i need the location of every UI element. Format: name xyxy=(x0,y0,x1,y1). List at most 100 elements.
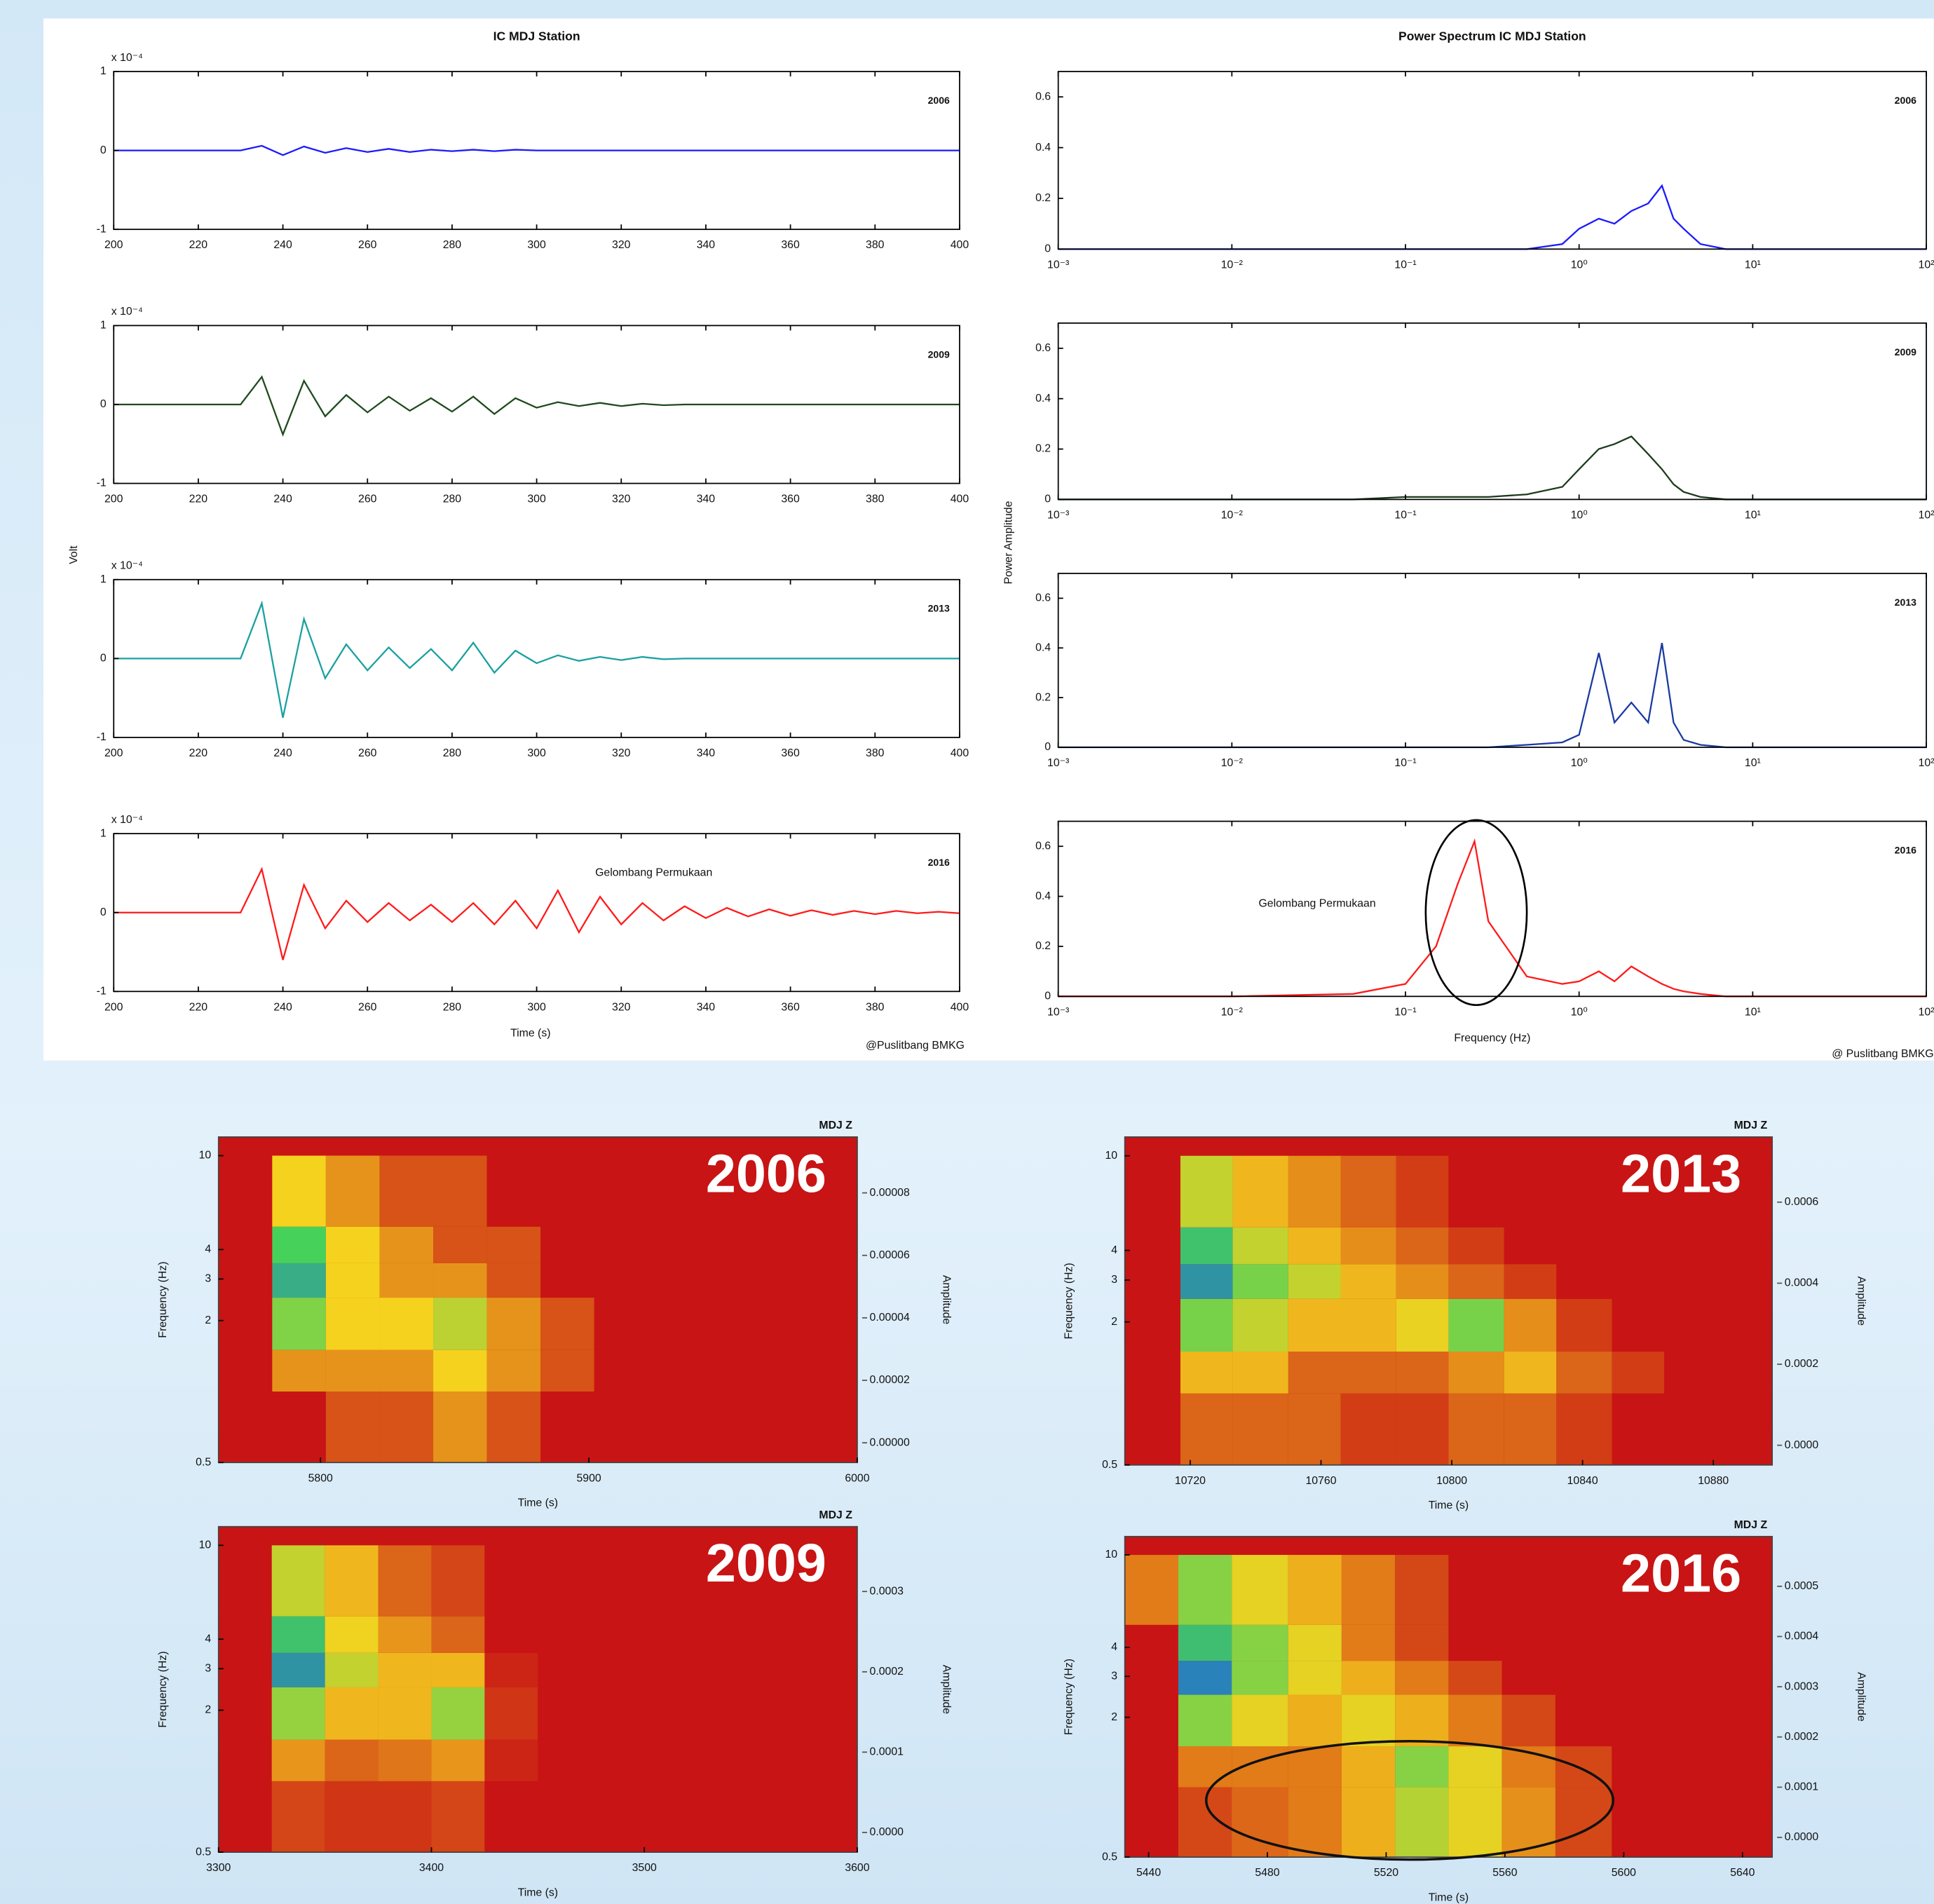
heat-cell xyxy=(1720,1264,1773,1299)
y-tick-label: 3 xyxy=(205,1662,211,1674)
x-tick-label: 10² xyxy=(1919,259,1934,271)
heat-cell xyxy=(1612,1555,1666,1625)
heat-cell xyxy=(218,1298,273,1350)
heat-cell xyxy=(1501,1787,1555,1858)
highlight-ellipse xyxy=(1424,819,1528,1006)
heat-cell xyxy=(1288,1787,1342,1858)
colorbar-tick-label: 0.0004 xyxy=(1785,1277,1819,1289)
x-tick-label: 200 xyxy=(104,494,123,505)
heat-cell xyxy=(271,1739,325,1781)
heat-cell xyxy=(1288,1393,1341,1465)
heat-cell xyxy=(594,1226,648,1263)
heat-cell xyxy=(378,1687,432,1740)
heat-cell xyxy=(325,1263,380,1298)
heat-cell xyxy=(325,1687,379,1740)
heat-cell xyxy=(431,1739,485,1781)
axis-multiplier: x 10⁻⁴ xyxy=(111,52,143,64)
year-label: 2016 xyxy=(1895,844,1916,855)
charts: 200 220 240 260 280 300 320 340 360 380 400-101IC … xyxy=(68,29,1934,1903)
highlight-ellipse xyxy=(1205,1740,1615,1861)
y-tick-label: 2 xyxy=(1111,1316,1117,1328)
heat-cell xyxy=(648,1298,702,1350)
heat-cell xyxy=(591,1687,645,1740)
x-tick-label: 5560 xyxy=(1492,1867,1517,1879)
x-tick-label: 10⁻¹ xyxy=(1394,259,1416,271)
year-label: 2009 xyxy=(706,1533,826,1593)
x-tick-label: 10880 xyxy=(1698,1475,1729,1487)
y-tick-label: 10 xyxy=(1105,1150,1117,1162)
x-tick-label: 340 xyxy=(697,494,716,505)
heat-cell xyxy=(1124,1393,1180,1465)
y-tick-label: 4 xyxy=(1111,1244,1117,1256)
heat-cell xyxy=(272,1349,326,1392)
x-tick-label: 340 xyxy=(697,1001,716,1013)
heat-cell xyxy=(538,1781,592,1853)
heat-cell xyxy=(1288,1555,1342,1625)
heat-cell xyxy=(538,1739,592,1781)
heat-cell xyxy=(755,1349,810,1392)
heat-cell xyxy=(1720,1352,1773,1394)
heat-cell xyxy=(1178,1624,1232,1661)
heat-cell xyxy=(1124,1352,1180,1394)
heat-cell xyxy=(1720,1155,1773,1228)
heat-cell xyxy=(433,1226,487,1263)
heat-cell xyxy=(1341,1661,1396,1695)
z-axis-label: Amplitude xyxy=(1855,1277,1867,1326)
heat-cell xyxy=(433,1349,487,1392)
plot-frame xyxy=(1057,573,1927,748)
x-tick-label: 260 xyxy=(358,494,377,505)
x-tick-label: 240 xyxy=(273,239,292,251)
y-tick-label: 0 xyxy=(100,398,107,410)
y-axis-label: Frequency (Hz) xyxy=(157,1651,169,1727)
plot-area xyxy=(1058,72,1927,250)
x-tick-label: 360 xyxy=(781,239,800,251)
heat-cell xyxy=(486,1263,541,1298)
heat-cell xyxy=(325,1739,379,1781)
year-label: 2006 xyxy=(928,95,950,106)
colorbar-tick-label: 0.0003 xyxy=(1785,1680,1819,1692)
heat-cell xyxy=(1124,1694,1178,1747)
x-tick-label: 5440 xyxy=(1136,1867,1161,1879)
heat-cell xyxy=(486,1155,541,1227)
x-tick-label: 280 xyxy=(443,747,462,759)
x-tick-label: 10¹ xyxy=(1745,1006,1761,1018)
y-tick-label: -1 xyxy=(97,223,107,235)
heat-cell xyxy=(1504,1393,1557,1465)
heat-cell xyxy=(1612,1227,1665,1265)
line-series xyxy=(1058,435,1927,501)
heat-cell xyxy=(1341,1787,1396,1858)
x-tick-label: 5480 xyxy=(1255,1867,1279,1879)
plot-frame xyxy=(217,1525,858,1853)
spectrogram-title: MDJ Z xyxy=(819,1120,852,1131)
heat-cell xyxy=(1395,1694,1449,1747)
heat-cell xyxy=(484,1781,538,1853)
heat-cell xyxy=(755,1298,810,1350)
heat-cell xyxy=(325,1391,380,1463)
heat-cell xyxy=(701,1263,756,1298)
x-axis-label: Time (s) xyxy=(510,1027,550,1039)
x-tick-label: 5640 xyxy=(1730,1867,1755,1879)
x-tick-label: 3500 xyxy=(632,1862,657,1874)
x-axis-label: Time (s) xyxy=(1429,1891,1469,1903)
heat-cell xyxy=(486,1298,541,1350)
heat-cell xyxy=(1448,1661,1502,1695)
heat-cell xyxy=(378,1739,432,1781)
heat-cell xyxy=(1720,1393,1773,1465)
y-tick-label: 0.5 xyxy=(1102,1459,1117,1471)
heat-cell xyxy=(809,1349,857,1392)
y-tick-label: 0.2 xyxy=(1035,192,1051,204)
heat-cell xyxy=(644,1616,698,1653)
heat-cell xyxy=(540,1298,594,1350)
y-tick-label: 0.6 xyxy=(1035,342,1051,354)
x-tick-label: 380 xyxy=(866,494,885,505)
heat-cell xyxy=(272,1298,326,1350)
heat-cell xyxy=(431,1687,485,1740)
heat-cell xyxy=(1504,1155,1557,1228)
x-tick-label: 10⁻² xyxy=(1221,1006,1243,1018)
heat-cell xyxy=(1124,1298,1180,1352)
heat-cell xyxy=(701,1155,756,1227)
heat-cell xyxy=(1396,1227,1449,1265)
x-tick-label: 260 xyxy=(358,1001,377,1013)
heat-cell xyxy=(644,1652,698,1687)
x-tick-label: 280 xyxy=(443,1001,462,1013)
